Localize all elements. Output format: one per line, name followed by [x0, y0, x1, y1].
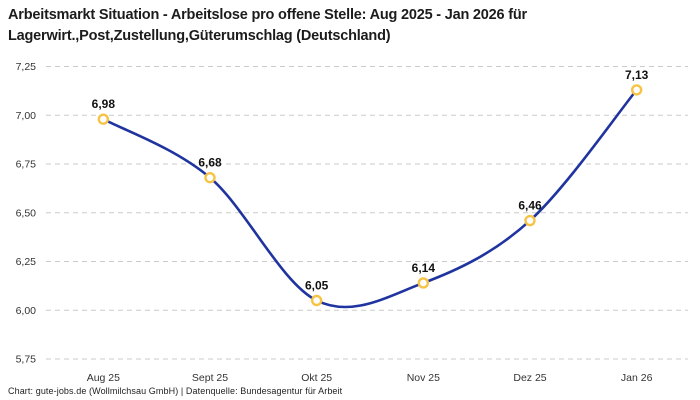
- data-point-label: 7,13: [625, 68, 649, 82]
- y-tick-label: 7,25: [16, 61, 37, 73]
- data-point-marker: [417, 277, 430, 289]
- data-point-label: 6,98: [92, 97, 116, 111]
- data-point-marker: [630, 84, 643, 96]
- x-tick-label: Okt 25: [301, 372, 332, 384]
- x-tick-label: Jan 26: [621, 372, 653, 384]
- data-point-marker: [310, 294, 323, 307]
- data-point-label: 6,05: [305, 279, 329, 293]
- y-tick-label: 5,75: [16, 354, 37, 366]
- y-tick-label: 7,00: [16, 110, 37, 122]
- data-point-marker: [204, 171, 216, 184]
- x-tick-label: Nov 25: [407, 372, 440, 384]
- x-tick-label: Aug 25: [87, 372, 120, 384]
- data-point-label: 6,46: [518, 199, 542, 213]
- chart-source-attribution: Chart: gute-jobs.de (Wollmilchsau GmbH) …: [8, 386, 343, 396]
- y-tick-label: 6,75: [16, 159, 37, 171]
- x-tick-label: Dez 25: [513, 372, 546, 384]
- chart-title: Arbeitsmarkt Situation - Arbeitslose pro…: [8, 7, 527, 44]
- data-point-label: 6,68: [198, 156, 222, 170]
- y-tick-label: 6,00: [16, 305, 37, 317]
- y-tick-label: 6,25: [16, 256, 37, 268]
- series-line: [102, 88, 638, 309]
- data-point-label: 6,14: [412, 261, 436, 275]
- data-point-marker: [524, 214, 536, 227]
- data-point-marker: [97, 113, 110, 125]
- y-tick-label: 6,50: [16, 207, 37, 219]
- x-tick-label: Sept 25: [192, 372, 228, 384]
